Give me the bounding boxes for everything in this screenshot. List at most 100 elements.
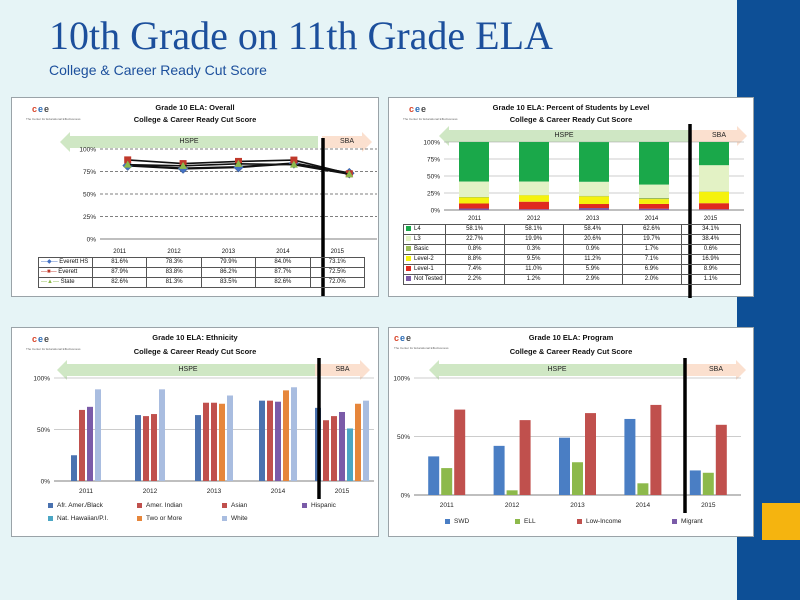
- legend-label: Everett: [58, 269, 78, 275]
- bar: [454, 409, 466, 495]
- legend-entry: Afr. Amer./Black: [48, 502, 103, 509]
- bar: [259, 400, 265, 481]
- y-tick-label: 100%: [423, 140, 440, 147]
- legend-swatch: [515, 518, 520, 524]
- x-tick-label: 2013: [585, 216, 600, 222]
- legend-swatch: [672, 518, 677, 524]
- bar-segment: [579, 196, 609, 205]
- bar-segment: [699, 203, 729, 210]
- legend-swatch: [48, 515, 53, 521]
- x-tick-label: 2012: [505, 502, 520, 509]
- overall-chart-title: Grade 10 ELA: Overall: [155, 103, 235, 112]
- data-label: 1.2%: [503, 274, 564, 285]
- level-chart-title: Grade 10 ELA: Percent of Students by Lev…: [492, 103, 650, 112]
- data-label: 2.0%: [621, 274, 682, 285]
- bar: [79, 409, 85, 481]
- sba-label: SBA: [711, 132, 726, 139]
- logo-tagline: The Center for Educational Effectiveness: [26, 117, 81, 121]
- cee-logo: cee: [409, 104, 428, 114]
- bar-segment: [699, 191, 729, 204]
- bar: [715, 424, 727, 495]
- data-label: 81.3%: [146, 277, 202, 288]
- data-label: 8.8%: [444, 254, 505, 265]
- legend-swatch: [406, 245, 411, 251]
- bar: [195, 415, 201, 481]
- legend-label: Hispanic: [311, 502, 336, 509]
- bar: [572, 462, 583, 495]
- legend-label: Amer. Indian: [146, 502, 183, 509]
- hspe-arrow: HSPE: [60, 132, 318, 152]
- bar-segment: [519, 209, 549, 210]
- sba-label: SBA: [339, 138, 354, 145]
- data-point: [289, 160, 298, 168]
- bar-segment: [699, 165, 729, 192]
- data-point: [345, 170, 354, 178]
- x-tick-label: 2014: [271, 488, 286, 495]
- data-label: 79.9%: [200, 257, 257, 268]
- cee-logo: cee: [32, 334, 51, 344]
- bar: [151, 414, 157, 481]
- bar-segment: [639, 203, 669, 209]
- bar-segment: [579, 195, 609, 197]
- legend-entry: —◆— Everett HS: [38, 257, 93, 268]
- bar: [650, 404, 662, 495]
- y-tick-label: 25%: [427, 191, 440, 198]
- sba-arrow: SBA: [322, 132, 372, 152]
- legend-marker: —▲—: [41, 279, 61, 285]
- legend-label: White: [231, 515, 248, 522]
- data-label: 83.8%: [146, 267, 202, 278]
- legend-entry: L4: [403, 224, 446, 235]
- hspe-arrow: HSPE: [439, 126, 689, 146]
- y-tick-label: 0%: [431, 208, 441, 215]
- cee-logo: cee: [32, 104, 51, 114]
- x-tick-label: 2011: [440, 502, 454, 509]
- bar: [506, 490, 518, 495]
- bar-segment: [519, 195, 549, 202]
- sba-arrow: SBA: [691, 126, 747, 146]
- legend-swatch: [222, 502, 227, 508]
- y-tick-label: 75%: [83, 169, 96, 176]
- y-tick-label: 25%: [83, 214, 96, 221]
- legend-label: Everett HS: [59, 259, 89, 265]
- bar: [689, 470, 701, 495]
- legend-swatch: [406, 235, 411, 241]
- x-tick-label: 2014: [644, 216, 659, 222]
- legend-swatch: [406, 255, 411, 261]
- data-label: 58.1%: [444, 224, 505, 235]
- data-label: 11.2%: [562, 254, 623, 265]
- data-label: 83.5%: [200, 277, 257, 288]
- legend-swatch: [137, 502, 142, 508]
- data-point: [124, 156, 132, 164]
- hspe-label: HSPE: [179, 138, 199, 145]
- x-tick-label: 2015: [330, 249, 344, 255]
- bar-segment: [519, 181, 549, 196]
- legend-label: SWD: [454, 518, 470, 525]
- data-label: 6.9%: [621, 264, 682, 275]
- x-tick-label: 2012: [526, 216, 541, 222]
- legend-entry: L3: [403, 234, 446, 245]
- data-label: 81.6%: [91, 257, 148, 268]
- data-label: 20.6%: [562, 234, 623, 245]
- bar-segment: [639, 197, 669, 200]
- slide-subtitle: College & Career Ready Cut Score: [49, 62, 267, 78]
- bar-segment: [579, 142, 609, 182]
- data-label: 2.2%: [444, 274, 505, 285]
- data-label: 11.0%: [503, 264, 564, 275]
- hspe-label: HSPE: [554, 132, 574, 139]
- y-tick-label: 100%: [393, 376, 410, 383]
- x-tick-label: 2014: [276, 249, 290, 255]
- x-tick-label: 2014: [636, 502, 651, 509]
- legend-marker: —◆—: [41, 259, 60, 265]
- legend-entry: Nat. Hawaiian/P.I.: [48, 515, 108, 522]
- legend-swatch: [445, 518, 450, 524]
- legend-label: Basic: [414, 246, 429, 252]
- legend-entry: SWD: [445, 518, 469, 525]
- data-label: 58.1%: [503, 224, 564, 235]
- bar: [143, 416, 149, 481]
- data-label: 73.1%: [309, 257, 365, 268]
- bar: [441, 468, 453, 495]
- accent-square: [762, 503, 800, 540]
- legend-entry: —▲— State: [38, 277, 93, 288]
- legend-label: L4: [414, 226, 421, 232]
- data-label: 5.9%: [562, 264, 623, 275]
